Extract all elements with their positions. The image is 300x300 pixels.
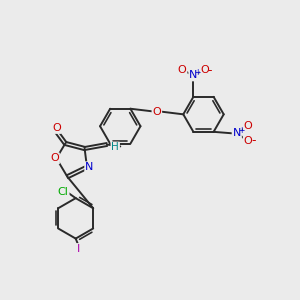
Text: +: + — [194, 68, 200, 77]
Text: H: H — [111, 142, 119, 152]
Text: O: O — [200, 65, 209, 75]
Text: O: O — [52, 123, 61, 133]
Text: I: I — [76, 244, 80, 254]
Text: -: - — [252, 134, 256, 147]
Text: Cl: Cl — [58, 187, 69, 196]
Text: N: N — [189, 70, 198, 80]
Text: N: N — [232, 128, 241, 138]
Text: N: N — [85, 162, 94, 172]
Text: O: O — [50, 153, 59, 163]
Text: O: O — [244, 121, 253, 131]
Text: +: + — [238, 126, 244, 135]
Text: O: O — [244, 136, 253, 146]
Text: -: - — [208, 64, 212, 76]
Text: O: O — [152, 106, 161, 116]
Text: O: O — [178, 65, 187, 75]
